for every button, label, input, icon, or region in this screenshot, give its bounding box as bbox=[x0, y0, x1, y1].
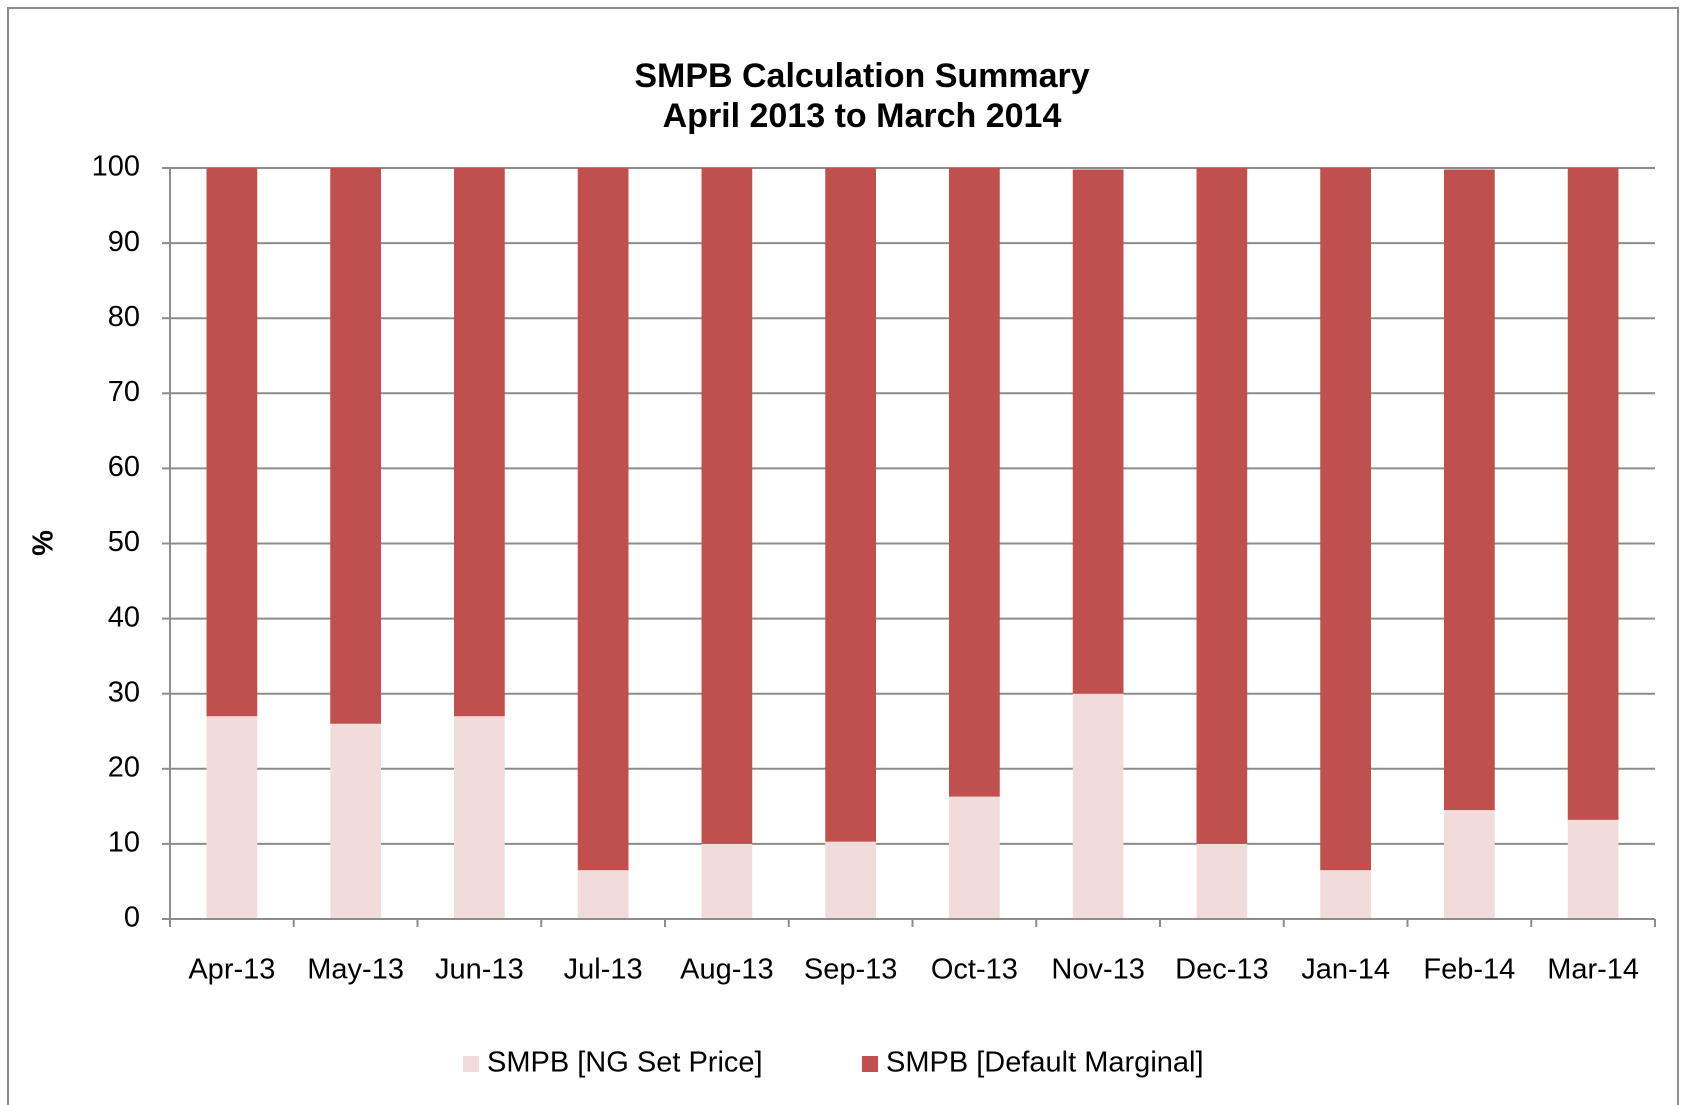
bar-segment bbox=[1567, 819, 1619, 919]
y-tick-label: 20 bbox=[108, 751, 140, 783]
y-tick-label: 10 bbox=[108, 827, 140, 859]
y-tick-label: 50 bbox=[108, 526, 140, 558]
y-tick-label: 90 bbox=[108, 226, 140, 258]
x-tick-label: Apr-13 bbox=[188, 954, 275, 986]
y-tick-label: 0 bbox=[124, 902, 140, 934]
bar-segment bbox=[330, 168, 381, 724]
x-tick-label: Feb-14 bbox=[1423, 954, 1515, 986]
y-tick-label: 60 bbox=[108, 451, 140, 483]
x-tick-label: Jul-13 bbox=[564, 954, 643, 986]
bar-segment bbox=[949, 168, 1000, 797]
bar-segment bbox=[454, 716, 505, 919]
legend-label: SMPB [Default Marginal] bbox=[886, 1047, 1204, 1079]
legend-swatch bbox=[463, 1056, 479, 1072]
bar-segment bbox=[206, 716, 258, 919]
y-axis-label: % bbox=[28, 530, 60, 556]
y-tick-label: 40 bbox=[108, 601, 140, 633]
bar-segment bbox=[1444, 169, 1495, 811]
bar-segment bbox=[1072, 169, 1124, 694]
bar-segment bbox=[1567, 168, 1619, 820]
bar-segment bbox=[330, 723, 381, 919]
bar-segment bbox=[1196, 168, 1248, 844]
y-tick-label: 80 bbox=[108, 301, 140, 333]
bar-segment bbox=[701, 843, 753, 919]
x-tick-label: May-13 bbox=[307, 954, 404, 986]
y-tick-label: 30 bbox=[108, 676, 140, 708]
bar-segment bbox=[1072, 693, 1124, 919]
y-tick-label: 100 bbox=[92, 151, 140, 183]
bar-segment bbox=[1444, 810, 1495, 919]
bar-segment bbox=[1320, 870, 1371, 919]
x-tick-label: Jun-13 bbox=[435, 954, 524, 986]
bar-segment bbox=[206, 168, 258, 717]
y-tick-label: 70 bbox=[108, 376, 140, 408]
x-tick-label: Aug-13 bbox=[680, 954, 774, 986]
bar-segment bbox=[1196, 843, 1248, 919]
chart-subtitle: April 2013 to March 2014 bbox=[663, 97, 1062, 135]
x-tick-label: Jan-14 bbox=[1301, 954, 1390, 986]
bar-segment bbox=[949, 796, 1000, 919]
x-tick-label: Nov-13 bbox=[1051, 954, 1145, 986]
bar-segment bbox=[1320, 168, 1371, 871]
x-tick-label: Oct-13 bbox=[931, 954, 1018, 986]
legend-swatch bbox=[862, 1056, 878, 1072]
bar-segment bbox=[454, 168, 505, 717]
x-tick-label: Mar-14 bbox=[1547, 954, 1639, 986]
legend-label: SMPB [NG Set Price] bbox=[487, 1047, 763, 1079]
bar-segment bbox=[825, 841, 876, 919]
bar-segment bbox=[577, 870, 629, 919]
bar-segment bbox=[701, 168, 753, 844]
chart-title: SMPB Calculation Summary bbox=[634, 57, 1089, 95]
bar-segment bbox=[577, 168, 629, 871]
x-tick-label: Dec-13 bbox=[1175, 954, 1269, 986]
bar-segment bbox=[825, 168, 876, 842]
x-tick-label: Sep-13 bbox=[804, 954, 898, 986]
